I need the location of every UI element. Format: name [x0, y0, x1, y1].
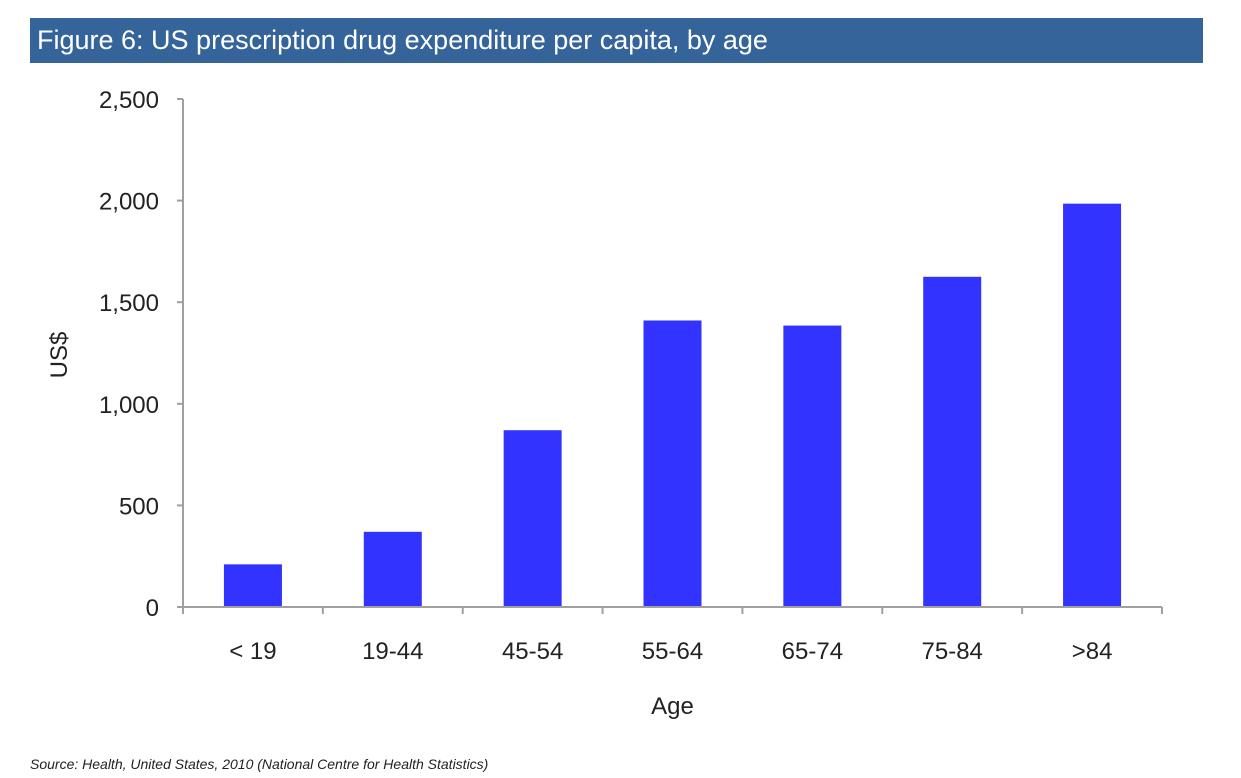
y-tick-label: 500 — [119, 493, 159, 520]
bar-4 — [643, 320, 702, 607]
x-tick-label: 75-84 — [922, 638, 983, 665]
bar-1 — [223, 564, 282, 607]
bar-2 — [363, 531, 422, 607]
x-tick-label: < 19 — [229, 638, 276, 665]
x-axis-label: Age — [651, 693, 694, 720]
bar-3 — [503, 430, 562, 607]
x-tick-label: 19-44 — [362, 638, 423, 665]
bar-6 — [923, 276, 982, 607]
y-tick-label: 2,500 — [99, 87, 159, 114]
y-axis-ticks: 0 500 1,000 1,500 2,000 2,500 — [99, 87, 183, 622]
x-axis-ticks: < 19 19-44 45-54 55-64 65-74 75-84 >84 — [182, 607, 1163, 665]
y-tick-label: 0 — [146, 595, 159, 622]
y-tick-label: 1,000 — [99, 392, 159, 419]
bar-7 — [1063, 203, 1122, 607]
y-tick-label: 2,000 — [99, 189, 159, 216]
bars — [223, 203, 1122, 607]
y-axis-label: US$ — [46, 332, 73, 379]
bar-5 — [783, 325, 842, 607]
x-tick-label: 45-54 — [502, 638, 563, 665]
chart-title: Figure 6: US prescription drug expenditu… — [30, 18, 1203, 63]
x-tick-label: >84 — [1072, 638, 1113, 665]
y-tick-label: 1,500 — [99, 290, 159, 317]
x-tick-label: 55-64 — [642, 638, 703, 665]
source-note: Source: Health, United States, 2010 (Nat… — [30, 756, 489, 772]
x-tick-label: 65-74 — [782, 638, 843, 665]
